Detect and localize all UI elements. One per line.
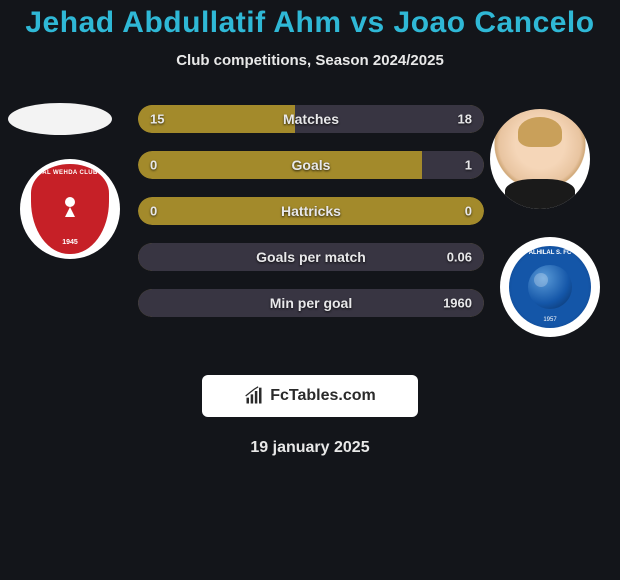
stat-bar-row: 0 Goals 1: [138, 151, 484, 179]
club-left-year: 1945: [62, 239, 78, 246]
club-left-crest-icon: [55, 192, 85, 230]
bar-fill-right: [422, 151, 484, 179]
bar-label: Min per goal: [270, 295, 352, 311]
comparison-panel: AL WEHDA CLUB 1945 ALHILAL S. FC 1957 15…: [0, 99, 620, 359]
club-left-shield: AL WEHDA CLUB 1945: [31, 164, 109, 254]
bar-value-right: 1960: [443, 296, 472, 311]
snapshot-date: 19 january 2025: [0, 439, 620, 457]
brand-badge: FcTables.com: [202, 375, 418, 417]
club-right-year: 1957: [543, 317, 556, 323]
stat-bar-row: 0 Hattricks 0: [138, 197, 484, 225]
bar-value-left: 0: [150, 158, 157, 173]
club-right-roundel: ALHILAL S. FC 1957: [509, 246, 591, 328]
bar-value-left: 0: [150, 204, 157, 219]
player-right-club-logo: ALHILAL S. FC 1957: [500, 237, 600, 337]
chart-icon: [244, 386, 264, 406]
football-icon: [528, 265, 572, 309]
header: Jehad Abdullatif Ahm vs Joao Cancelo Clu…: [0, 0, 620, 69]
bar-value-right: 18: [458, 112, 472, 127]
bar-value-left: 15: [150, 112, 164, 127]
bar-value-right: 0: [465, 204, 472, 219]
bar-value-right: 1: [465, 158, 472, 173]
player-left-avatar: [8, 103, 112, 135]
stat-bar-row: 15 Matches 18: [138, 105, 484, 133]
stat-bar-row: Min per goal 1960: [138, 289, 484, 317]
club-left-name: AL WEHDA CLUB: [42, 170, 98, 176]
bar-label: Matches: [283, 111, 339, 127]
page-subtitle: Club competitions, Season 2024/2025: [0, 52, 620, 69]
player-right-avatar: [490, 109, 590, 209]
bar-label: Goals: [292, 157, 331, 173]
bar-label: Goals per match: [256, 249, 366, 265]
club-right-name: ALHILAL S. FC: [529, 250, 572, 256]
bar-label: Hattricks: [281, 203, 341, 219]
brand-text: FcTables.com: [270, 387, 376, 405]
page-title: Jehad Abdullatif Ahm vs Joao Cancelo: [0, 6, 620, 40]
bar-value-right: 0.06: [447, 250, 472, 265]
stat-bar-row: Goals per match 0.06: [138, 243, 484, 271]
player-left-club-logo: AL WEHDA CLUB 1945: [20, 159, 120, 259]
stat-bars: 15 Matches 18 0 Goals 1 0 Hattricks 0 Goals per m…: [138, 105, 484, 335]
